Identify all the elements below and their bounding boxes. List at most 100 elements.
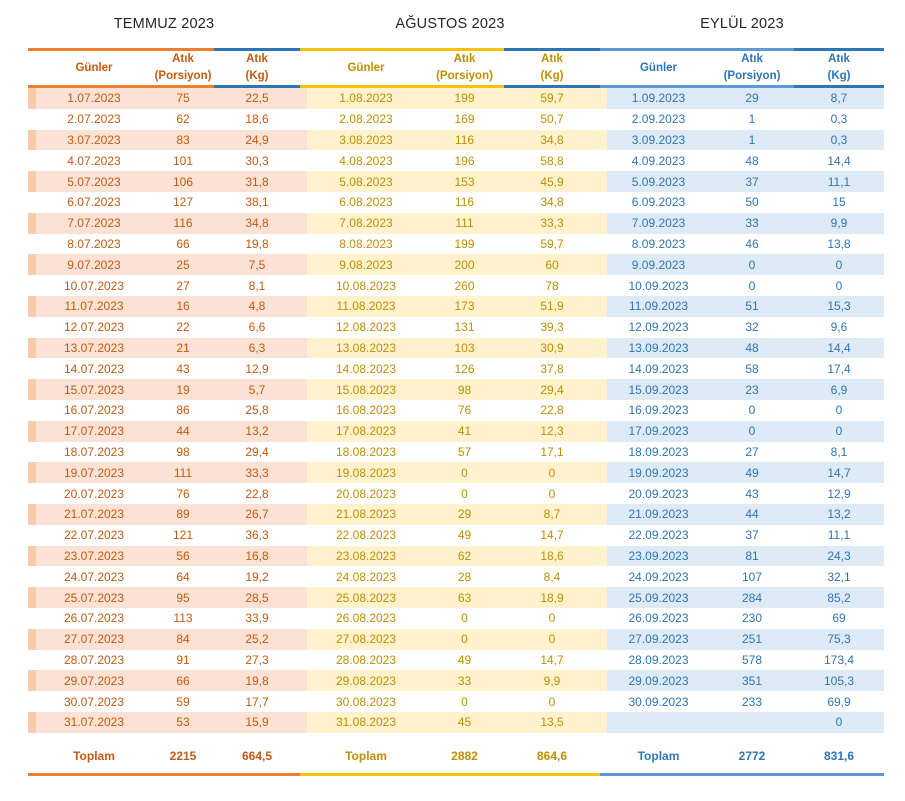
- kg-cell: 30,9: [504, 337, 600, 359]
- table-row: 20.07.2023 76 22,8: [28, 483, 300, 504]
- kg-cell: 13,2: [794, 503, 884, 525]
- row-strip: [600, 483, 607, 504]
- table-row: 16.08.2023 76 22,8: [300, 400, 600, 421]
- portion-cell: 1: [748, 112, 756, 127]
- table-row: 8.07.2023 66 19,8: [28, 234, 300, 255]
- data-rows: 1.09.2023 29 8,7 2.09.2023 1 0,3 3.09.2023 1 0,3…: [600, 88, 884, 733]
- portion-cell: 103: [425, 337, 504, 359]
- col-header-kg: Atık (Kg): [504, 48, 600, 88]
- table-row: 27.07.2023 84 25,2: [28, 628, 300, 650]
- portion-cell: 53: [152, 711, 214, 733]
- portion-cell: 0: [461, 486, 468, 501]
- row-strip: [28, 670, 36, 692]
- date-cell: 25.08.2023: [307, 587, 425, 608]
- table-row: 12.08.2023 131 39,3: [300, 317, 600, 338]
- col-header-portion: Atık (Porsiyon): [152, 48, 214, 88]
- kg-cell: 9,9: [794, 212, 884, 234]
- date-cell: 27.09.2023: [607, 628, 710, 650]
- row-strip: [300, 400, 307, 421]
- portion-cell: 46: [745, 236, 759, 251]
- portion-cell: 45: [425, 711, 504, 733]
- col-header-days: Günler: [307, 48, 425, 88]
- row-strip: [600, 608, 607, 629]
- table-bottom-border: [300, 772, 600, 776]
- table-row: 27.08.2023 0 0: [300, 628, 600, 650]
- date-cell: 17.07.2023: [36, 420, 152, 442]
- table-row: 13.07.2023 21 6,3: [28, 337, 300, 359]
- row-strip: [300, 608, 307, 629]
- row-strip: [300, 295, 307, 317]
- kg-cell: 8,7: [504, 503, 600, 525]
- kg-cell: 8,7: [794, 88, 884, 109]
- date-cell: 29.08.2023: [307, 670, 425, 692]
- table-row: 15.09.2023 23 6,9: [600, 379, 884, 400]
- portion-cell: 76: [457, 403, 472, 418]
- table-row: 5.09.2023 37 11,1: [600, 171, 884, 192]
- date-cell: 28.09.2023: [628, 652, 689, 667]
- portion-cell: 260: [454, 278, 475, 293]
- portion-cell: 578: [741, 652, 763, 667]
- portion-cell: 58: [745, 361, 759, 376]
- portion-cell: 49: [457, 528, 472, 543]
- kg-cell: 25,8: [245, 403, 269, 418]
- row-strip: [300, 129, 307, 151]
- portion-cell: 0: [425, 628, 504, 650]
- kg-cell: 26,7: [214, 503, 300, 525]
- row-strip: [600, 379, 607, 400]
- portion-cell: 21: [152, 337, 214, 359]
- month-title: TEMMUZ 2023: [113, 16, 215, 32]
- table-row: 23.07.2023 56 16,8: [28, 545, 300, 567]
- date-cell: 27.08.2023: [307, 628, 425, 650]
- date-cell: 7.08.2023: [307, 212, 425, 234]
- month-table-eylul: EYLÜL 2023 Günler Atık (Porsiyon) Atık (Kg…: [600, 0, 884, 776]
- col-header-portion-line2: (Porsiyon): [723, 70, 781, 82]
- kg-cell: 69,9: [827, 694, 851, 709]
- portion-cell: 116: [152, 212, 214, 234]
- kg-cell: 14,7: [794, 462, 884, 484]
- table-row: 29.08.2023 33 9,9: [300, 670, 600, 692]
- kg-cell: 6,3: [214, 337, 300, 359]
- row-strip: [600, 358, 607, 379]
- col-header-portion-line2: (Porsiyon): [436, 70, 493, 82]
- portion-cell: 66: [152, 670, 214, 692]
- row-strip: [28, 192, 36, 213]
- portion-cell: 169: [454, 112, 475, 127]
- date-cell: 2.09.2023: [631, 112, 686, 127]
- month-title: EYLÜL 2023: [700, 16, 784, 32]
- total-row: Toplam 2772 831,6: [600, 745, 884, 767]
- row-strip: [600, 254, 607, 276]
- kg-cell: 50,7: [540, 112, 564, 127]
- table-row: 4.08.2023 196 58,8: [300, 150, 600, 171]
- kg-cell: 30,3: [245, 153, 269, 168]
- date-cell: 7.09.2023: [607, 212, 710, 234]
- row-strip: [600, 275, 607, 296]
- table-row: 6.08.2023 116 34,8: [300, 192, 600, 213]
- date-cell: 10.07.2023: [63, 278, 125, 293]
- kg-cell: 32,1: [827, 569, 851, 584]
- date-cell: 14.07.2023: [63, 361, 125, 376]
- row-strip: [300, 317, 307, 338]
- table-row: 14.08.2023 126 37,8: [300, 358, 600, 379]
- portion-cell: 0: [748, 403, 756, 418]
- portion-cell: 199: [425, 88, 504, 109]
- table-row: 19.08.2023 0 0: [300, 462, 600, 484]
- kg-cell: 9,9: [504, 670, 600, 692]
- table-row: 28.07.2023 91 27,3: [28, 650, 300, 671]
- row-strip: [28, 129, 36, 151]
- portion-cell: 27: [176, 278, 190, 293]
- table-row: 0: [600, 711, 884, 733]
- table-row: 12.07.2023 22 6,6: [28, 317, 300, 338]
- row-strip: [600, 711, 607, 733]
- total-label: Toplam: [637, 748, 680, 763]
- kg-cell: 22,8: [540, 403, 564, 418]
- kg-cell: 34,8: [214, 212, 300, 234]
- table-row: 1.09.2023 29 8,7: [600, 88, 884, 109]
- date-cell: 19.08.2023: [307, 462, 425, 484]
- row-strip: [300, 212, 307, 234]
- date-cell: 16.08.2023: [335, 403, 397, 418]
- table-row: 5.07.2023 106 31,8: [28, 171, 300, 192]
- portion-cell: 113: [173, 611, 193, 626]
- row-strip: [300, 525, 307, 546]
- portion-cell: 0: [425, 462, 504, 484]
- portion-cell: 49: [457, 652, 472, 667]
